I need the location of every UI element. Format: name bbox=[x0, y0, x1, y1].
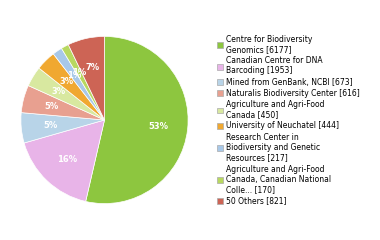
Wedge shape bbox=[28, 68, 104, 120]
Wedge shape bbox=[39, 54, 105, 120]
Wedge shape bbox=[21, 113, 104, 143]
Text: 1%: 1% bbox=[67, 71, 81, 80]
Text: 3%: 3% bbox=[51, 87, 65, 96]
Legend: Centre for Biodiversity
Genomics [6177], Canadian Centre for DNA
Barcoding [1953: Centre for Biodiversity Genomics [6177],… bbox=[217, 35, 360, 205]
Text: 1%: 1% bbox=[71, 68, 86, 77]
Wedge shape bbox=[62, 45, 104, 120]
Text: 53%: 53% bbox=[149, 122, 168, 131]
Wedge shape bbox=[68, 36, 104, 120]
Wedge shape bbox=[86, 36, 188, 204]
Text: 16%: 16% bbox=[57, 155, 77, 164]
Text: 7%: 7% bbox=[86, 62, 100, 72]
Wedge shape bbox=[24, 120, 104, 201]
Wedge shape bbox=[21, 86, 105, 120]
Text: 3%: 3% bbox=[59, 77, 73, 86]
Wedge shape bbox=[53, 48, 104, 120]
Text: 5%: 5% bbox=[43, 121, 57, 130]
Text: 5%: 5% bbox=[45, 102, 59, 111]
